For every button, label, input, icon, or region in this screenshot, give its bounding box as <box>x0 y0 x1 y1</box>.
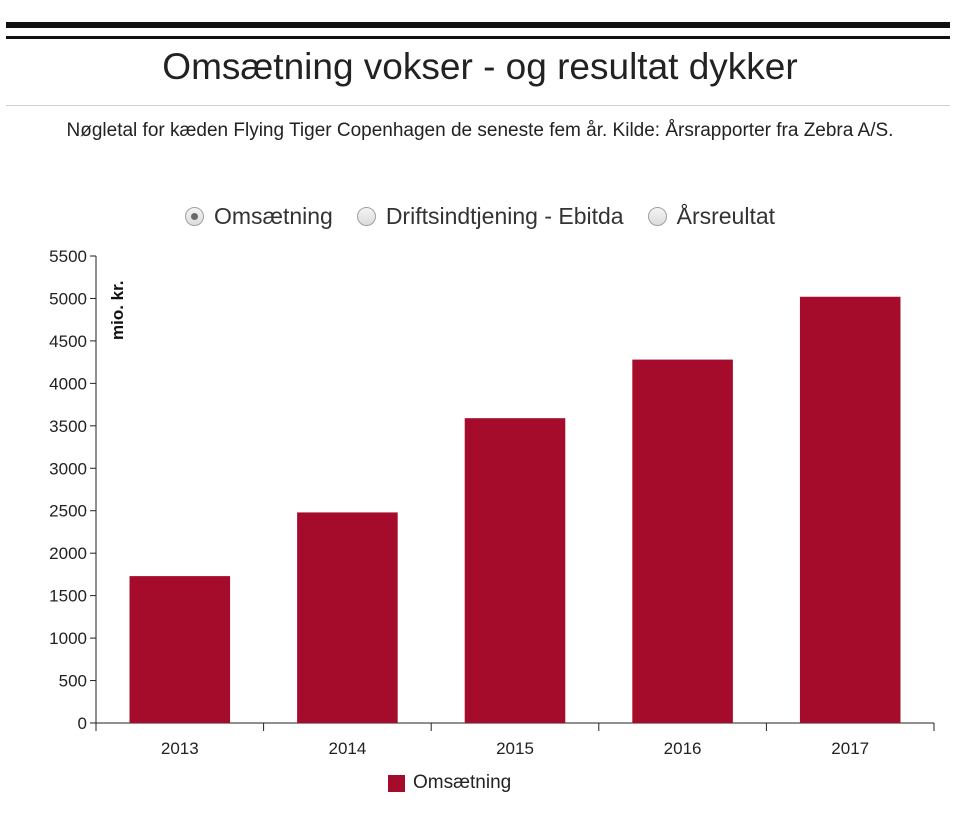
metric-selector: Omsætning Driftsindtjening - Ebitda Årsr… <box>0 203 960 235</box>
y-tick-label: 3500 <box>49 417 87 436</box>
option-aarsresultat[interactable]: Årsreultat <box>647 203 776 230</box>
legend-label: Omsætning <box>413 772 512 793</box>
y-tick-label: 4000 <box>49 374 87 393</box>
y-axis: 0 500 1000 1500 2000 2500 3000 3500 4000 4500 5000… <box>49 247 97 733</box>
bar-2014 <box>297 512 398 723</box>
y-tick-label: 1500 <box>49 587 87 606</box>
x-tick-label: 2013 <box>161 739 199 758</box>
bars <box>129 296 901 723</box>
y-tick-label: 2500 <box>49 502 87 521</box>
header-rule-thin <box>6 36 950 39</box>
x-tick-label: 2017 <box>831 739 869 758</box>
bar-2013 <box>129 576 231 723</box>
bar-2016 <box>632 359 733 723</box>
option-omsaetning[interactable]: Omsætning <box>184 203 333 230</box>
y-axis-label: mio. kr. <box>108 280 127 340</box>
y-tick-label: 0 <box>78 714 87 733</box>
bar-2015 <box>464 418 566 723</box>
option-label-ebitda: Driftsindtjening - Ebitda <box>385 203 624 229</box>
legend: Omsætning <box>388 772 511 794</box>
y-tick-label: 2000 <box>49 544 87 563</box>
option-label-aarsresultat: Årsreultat <box>676 203 776 229</box>
x-tick-label: 2016 <box>664 739 702 758</box>
y-tick-label: 3000 <box>49 459 87 478</box>
title-divider <box>6 105 950 106</box>
radio-ebitda[interactable] <box>356 207 376 226</box>
x-tick-label: 2014 <box>328 739 366 758</box>
bar-chart: 0 500 1000 1500 2000 2500 3000 3500 4000 4500 5000… <box>49 247 935 758</box>
option-label-omsaetning: Omsætning <box>213 203 333 229</box>
x-axis: 2013 2014 2015 2016 2017 <box>95 722 935 758</box>
radio-aarsresultat[interactable] <box>647 207 667 226</box>
chart-subtitle: Nøgletal for kæden Flying Tiger Copenhag… <box>66 120 894 141</box>
x-tick-label: 2015 <box>496 739 534 758</box>
y-tick-label: 500 <box>59 672 87 691</box>
header-rule-thick <box>6 22 950 28</box>
y-tick-label: 4500 <box>49 332 87 351</box>
bar-2017 <box>799 296 901 723</box>
radio-omsaetning[interactable] <box>184 207 204 226</box>
y-tick-label: 1000 <box>49 629 87 648</box>
chart-title: Omsætning vokser - og resultat dykker <box>162 46 798 87</box>
option-ebitda[interactable]: Driftsindtjening - Ebitda <box>356 203 624 230</box>
y-tick-label: 5500 <box>49 247 87 266</box>
y-tick-label: 5000 <box>49 289 87 308</box>
legend-swatch <box>388 774 405 792</box>
